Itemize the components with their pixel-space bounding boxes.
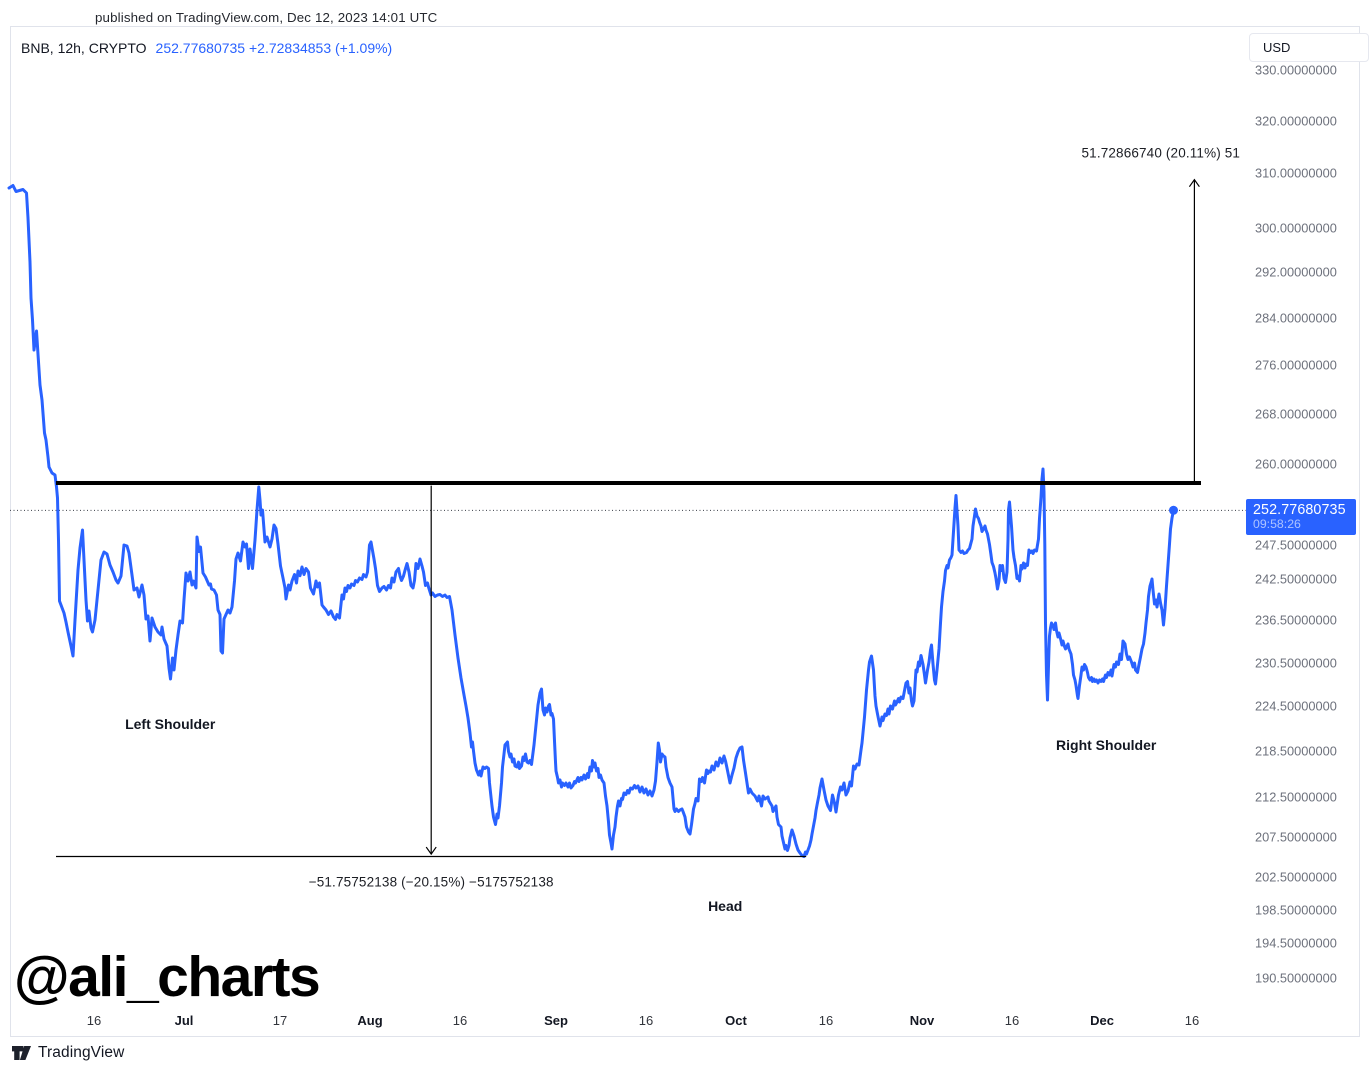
price-scale-label: 276.00000000 — [1255, 357, 1337, 373]
price-scale-label: 320.00000000 — [1255, 113, 1337, 129]
bar-countdown: 09:58:26 — [1253, 517, 1301, 532]
last-price-badge-value: 252.77680735 — [1253, 502, 1346, 519]
tradingview-brand-label: TradingView — [38, 1044, 125, 1061]
time-scale-label: Nov — [909, 1013, 935, 1028]
legend-change: +2.72834853 — [248, 40, 332, 56]
price-scale-label: 260.00000000 — [1255, 456, 1337, 472]
published-caption: published on TradingView.com, Dec 12, 20… — [95, 10, 438, 25]
currency-toggle-button[interactable]: USD — [1249, 33, 1369, 62]
chart-frame — [10, 26, 1360, 1037]
price-scale-label: 230.50000000 — [1255, 655, 1337, 671]
pattern-label-right-shoulder: Right Shoulder — [1056, 737, 1157, 754]
price-line-series — [7, 184, 1175, 858]
tradingview-attribution[interactable]: TradingView — [12, 1044, 124, 1062]
price-scale-label: 212.50000000 — [1255, 789, 1337, 805]
price-scale-label: 310.00000000 — [1255, 165, 1337, 181]
up-target-value-label: 51.72866740 (20.11%) 51 — [1081, 145, 1241, 161]
symbol-legend: BNB, 12h, CRYPTO 252.77680735 +2.72834853… — [21, 40, 392, 56]
down-arrow-head — [425, 846, 437, 856]
price-scale-label: 242.50000000 — [1255, 571, 1337, 587]
author-watermark: @ali_charts — [14, 945, 321, 1009]
price-scale-label: 198.50000000 — [1255, 902, 1337, 918]
legend-change-pct: (+1.09%) — [335, 40, 393, 56]
time-scale-label: Sep — [544, 1013, 568, 1028]
price-scale-label: 330.00000000 — [1255, 62, 1337, 78]
time-scale-label: Oct — [725, 1013, 747, 1028]
price-scale-label: 190.50000000 — [1255, 970, 1337, 986]
last-price-badge: 252.77680735 09:58:26 — [1246, 499, 1356, 536]
time-scale-label: 17 — [272, 1013, 288, 1028]
price-scale-label: 207.50000000 — [1255, 829, 1337, 844]
time-scale-label: Dec — [1090, 1013, 1114, 1028]
pattern-label-left-shoulder: Left Shoulder — [125, 716, 216, 733]
time-scale-label: 16 — [1004, 1013, 1020, 1028]
price-scale-label: 300.00000000 — [1255, 220, 1337, 235]
price-scale-label: 218.50000000 — [1255, 743, 1337, 759]
legend-last-price: 252.77680735 — [155, 40, 246, 56]
price-scale-label: 224.50000000 — [1255, 698, 1337, 714]
time-scale-label: 16 — [452, 1013, 468, 1028]
down-target-value-label: −51.75752138 (−20.15%) −5175752138 — [308, 874, 554, 890]
time-scale-label: Jul — [174, 1013, 194, 1028]
time-scale-label: 16 — [818, 1013, 834, 1028]
time-scale-label: Aug — [357, 1013, 383, 1028]
time-scale-label: 16 — [86, 1013, 102, 1028]
price-scale-label: 194.50000000 — [1255, 935, 1337, 951]
pattern-label-head: Head — [708, 898, 743, 915]
time-scale-label: 16 — [1184, 1013, 1200, 1028]
price-scale-label: 247.50000000 — [1255, 537, 1337, 553]
time-scale-label: 16 — [638, 1013, 654, 1028]
last-price-marker-dot — [1169, 505, 1178, 515]
price-scale-label: 236.50000000 — [1255, 612, 1337, 628]
price-scale-label: 268.00000000 — [1255, 406, 1337, 422]
tradingview-logo-icon — [12, 1046, 31, 1060]
price-scale-label: 284.00000000 — [1255, 310, 1337, 326]
price-scale-label: 202.50000000 — [1255, 869, 1337, 885]
price-scale-label: 292.00000000 — [1255, 264, 1337, 280]
up-arrow-head — [1188, 178, 1200, 188]
symbol-title: BNB, 12h, CRYPTO — [21, 40, 147, 56]
